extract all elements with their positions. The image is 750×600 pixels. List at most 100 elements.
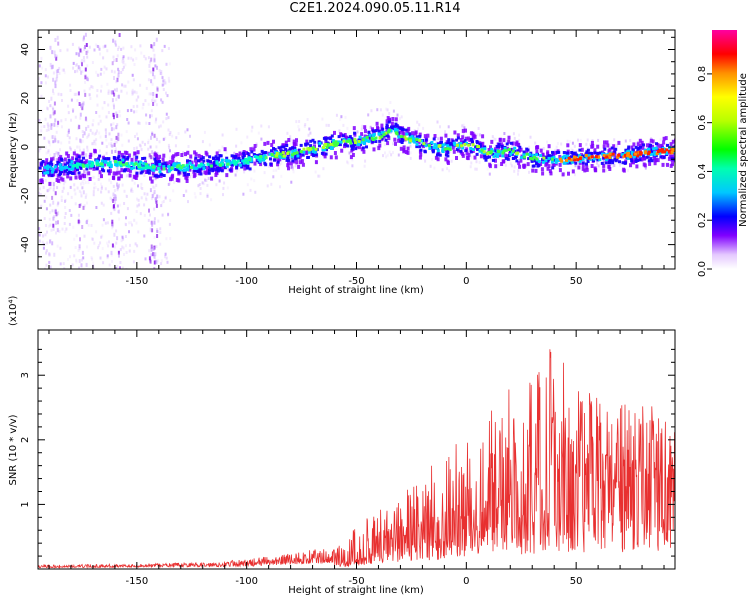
ridge-cell bbox=[215, 151, 219, 156]
speckle bbox=[106, 256, 109, 260]
ridge-cell bbox=[243, 166, 247, 171]
speckle bbox=[78, 189, 81, 193]
ridge-cell bbox=[441, 150, 445, 153]
ridge-peak-cell bbox=[482, 150, 486, 154]
noise-stripe-pixel bbox=[78, 204, 81, 208]
ridge-cell bbox=[566, 154, 570, 158]
ridge-cell bbox=[604, 161, 608, 165]
ridge-cell bbox=[358, 143, 362, 146]
speckle bbox=[416, 120, 419, 124]
ridge-peak-cell bbox=[605, 155, 609, 159]
ridge-cell bbox=[194, 152, 198, 157]
speckle bbox=[72, 225, 75, 229]
noise-stripe-pixel bbox=[112, 38, 115, 43]
ridge-cell bbox=[586, 148, 590, 152]
ridge-cell bbox=[53, 165, 57, 169]
ridge-cell bbox=[478, 149, 482, 153]
speckle bbox=[76, 69, 79, 73]
ridge-cell bbox=[175, 168, 179, 172]
speckle bbox=[664, 143, 667, 147]
ridge-cell bbox=[234, 154, 238, 158]
speckle bbox=[149, 276, 151, 279]
speckle bbox=[132, 105, 135, 109]
speckle bbox=[155, 117, 158, 121]
ridge-cell bbox=[384, 138, 388, 142]
speckle bbox=[537, 156, 540, 160]
speckle bbox=[136, 197, 138, 201]
speckle bbox=[73, 92, 76, 96]
ridge-cell bbox=[295, 160, 299, 165]
speckle bbox=[57, 140, 60, 144]
speckle bbox=[43, 136, 46, 140]
speckle bbox=[98, 277, 100, 280]
speckle bbox=[75, 260, 78, 264]
noise-stripe-pixel bbox=[148, 256, 151, 261]
speckle bbox=[38, 160, 41, 164]
ridge-cell bbox=[496, 152, 500, 156]
ridge-cell bbox=[127, 153, 131, 158]
speckle bbox=[537, 154, 540, 158]
speckle bbox=[363, 164, 366, 168]
ridge-cell bbox=[64, 169, 67, 173]
colorbar-tick-label: 0.2 bbox=[697, 212, 708, 228]
ridge-cell bbox=[641, 145, 645, 150]
speckle bbox=[133, 63, 136, 66]
ridge-cell bbox=[653, 156, 656, 161]
speckle bbox=[68, 284, 70, 287]
ridge-cell bbox=[156, 162, 160, 166]
noise-stripe-pixel bbox=[57, 211, 60, 216]
ridge-cell bbox=[186, 168, 189, 172]
ridge-peak-cell bbox=[515, 151, 519, 155]
speckle bbox=[379, 108, 382, 112]
speckle bbox=[103, 278, 105, 281]
ridge-cell bbox=[638, 138, 642, 143]
speckle bbox=[461, 125, 464, 128]
ridge-cell bbox=[656, 158, 660, 163]
speckle bbox=[140, 51, 143, 55]
speckle bbox=[127, 56, 130, 60]
ridge-cell bbox=[417, 140, 421, 145]
noise-stripe-pixel bbox=[117, 73, 120, 78]
ridge-cell bbox=[58, 163, 62, 167]
speckle bbox=[366, 133, 369, 137]
noise-stripe-pixel bbox=[156, 87, 159, 92]
speckle bbox=[135, 57, 138, 61]
speckle bbox=[98, 177, 101, 181]
ridge-cell bbox=[390, 126, 394, 130]
noise-stripe-pixel bbox=[155, 37, 158, 42]
ridge-cell bbox=[343, 143, 347, 147]
ridge-cell bbox=[466, 136, 470, 141]
ridge-cell bbox=[212, 157, 216, 161]
ridge-cell bbox=[391, 117, 395, 121]
ridge-cell bbox=[549, 171, 553, 176]
ridge-cell bbox=[292, 139, 296, 144]
ridge-peak-cell bbox=[199, 162, 203, 166]
speckle bbox=[93, 241, 96, 245]
snr-series-line bbox=[38, 349, 675, 569]
noise-stripe-pixel bbox=[50, 96, 53, 101]
speckle bbox=[289, 141, 292, 145]
noise-stripe-pixel bbox=[153, 58, 156, 63]
ridge-cell bbox=[522, 153, 526, 157]
ridge-cell bbox=[186, 159, 189, 163]
ridge-cell bbox=[507, 135, 511, 140]
speckle bbox=[386, 153, 389, 157]
ridge-cell bbox=[402, 145, 406, 150]
speckle bbox=[64, 199, 66, 203]
ridge-cell bbox=[59, 155, 63, 160]
ridge-cell bbox=[186, 161, 189, 166]
ridge-cell bbox=[585, 167, 589, 172]
ridge-cell bbox=[666, 143, 669, 147]
ridge-cell bbox=[602, 168, 606, 173]
ridge-cell bbox=[169, 177, 172, 182]
speckle bbox=[116, 265, 119, 268]
ridge-peak-cell bbox=[382, 133, 386, 137]
speckle bbox=[344, 115, 347, 119]
ridge-cell bbox=[361, 146, 365, 150]
ridge-peak-cell bbox=[176, 165, 180, 168]
speckle bbox=[144, 99, 147, 103]
speckle bbox=[65, 227, 68, 231]
ridge-cell bbox=[578, 160, 582, 163]
speckle bbox=[96, 94, 99, 98]
ridge-cell bbox=[518, 145, 522, 149]
